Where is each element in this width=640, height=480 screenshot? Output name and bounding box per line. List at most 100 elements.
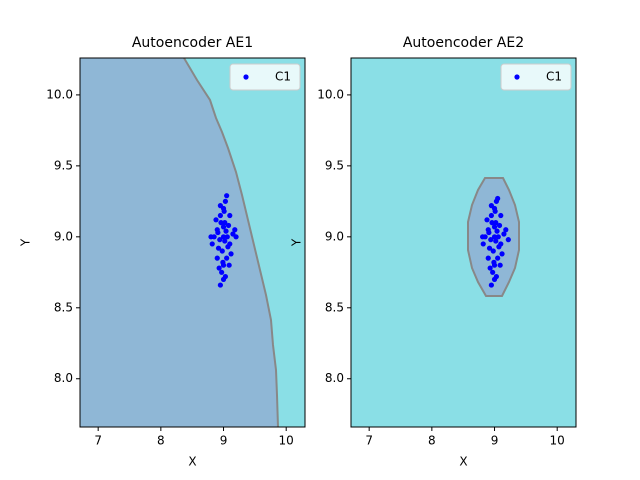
point	[486, 245, 493, 251]
x-tick-label: 9	[220, 434, 228, 448]
y-tick-label: 8.0	[325, 371, 344, 385]
point	[222, 198, 229, 204]
point	[215, 229, 221, 236]
point	[224, 234, 230, 240]
point	[219, 269, 225, 275]
x-tick-label: 8	[157, 434, 165, 448]
point	[488, 237, 494, 243]
legend-marker	[243, 74, 249, 80]
point	[485, 255, 491, 261]
point	[213, 217, 219, 223]
decision-boundary	[183, 57, 279, 428]
x-tick-label: 10	[550, 434, 565, 448]
point	[490, 248, 496, 254]
y-tick-label: 8.0	[54, 371, 73, 385]
y-tick-label: 9.0	[54, 229, 73, 243]
point	[219, 248, 225, 254]
axes-frame	[350, 57, 577, 428]
point	[222, 238, 228, 244]
point	[501, 231, 507, 237]
y-tick-label: 8.5	[54, 300, 73, 314]
region-other	[351, 58, 576, 427]
point	[495, 195, 501, 202]
x-tick-label: 7	[94, 434, 102, 448]
point	[491, 234, 498, 240]
point	[228, 251, 234, 257]
point	[225, 222, 232, 229]
y-tick-label: 8.5	[325, 300, 344, 314]
y-axis-label: Y	[290, 238, 304, 247]
x-tick-label: 8	[428, 434, 436, 448]
region-ae2	[351, 58, 576, 427]
point	[490, 269, 496, 275]
point	[496, 244, 502, 250]
point	[488, 212, 494, 219]
point	[484, 217, 490, 223]
point	[221, 208, 227, 214]
point	[214, 255, 220, 261]
point	[215, 245, 222, 251]
point	[217, 212, 223, 219]
point	[218, 220, 224, 226]
legend-box	[500, 63, 572, 91]
legend-marker	[514, 74, 520, 80]
point	[220, 224, 227, 230]
point	[232, 227, 238, 233]
point	[492, 208, 498, 214]
point	[498, 212, 504, 219]
point	[503, 227, 509, 233]
point	[225, 244, 231, 250]
point	[495, 234, 501, 240]
point	[209, 241, 215, 247]
point	[480, 234, 486, 240]
point	[233, 234, 239, 240]
point	[217, 237, 223, 243]
y-axis-label: Y	[19, 238, 33, 247]
point	[217, 203, 223, 209]
point	[208, 234, 214, 240]
point	[220, 234, 227, 240]
x-tick-label: 7	[365, 434, 373, 448]
region-ae1	[80, 57, 305, 428]
point	[493, 220, 499, 226]
x-tick-label: 10	[279, 434, 294, 448]
legend-box	[229, 63, 301, 91]
point	[495, 255, 501, 261]
point	[493, 238, 499, 244]
point	[227, 212, 233, 219]
point	[224, 193, 230, 199]
point	[497, 262, 503, 268]
point	[491, 259, 497, 265]
axes-frame	[79, 57, 306, 428]
point	[226, 262, 232, 268]
legend-label: C1	[546, 70, 562, 84]
point	[217, 282, 223, 288]
point	[489, 220, 495, 226]
chart-title: Autoencoder AE2	[403, 35, 524, 51]
point	[486, 229, 492, 236]
point	[216, 265, 222, 271]
point	[488, 282, 494, 288]
point	[224, 255, 230, 261]
point	[505, 237, 511, 243]
point	[494, 228, 500, 234]
y-tick-label: 9.5	[54, 158, 73, 172]
point	[223, 228, 229, 234]
legend-label: C1	[275, 70, 291, 84]
y-tick-label: 9.5	[325, 158, 344, 172]
point	[222, 220, 228, 226]
point	[499, 251, 505, 257]
point	[491, 224, 498, 230]
y-tick-label: 9.0	[325, 229, 344, 243]
point	[487, 265, 493, 271]
point	[220, 259, 226, 265]
chart-title: Autoencoder AE1	[132, 35, 253, 51]
x-tick-label: 9	[491, 434, 499, 448]
x-axis-label: X	[188, 455, 196, 469]
y-tick-label: 10.0	[46, 87, 73, 101]
point	[496, 222, 503, 229]
point	[488, 203, 494, 209]
x-axis-label: X	[459, 455, 467, 469]
point	[480, 241, 486, 247]
